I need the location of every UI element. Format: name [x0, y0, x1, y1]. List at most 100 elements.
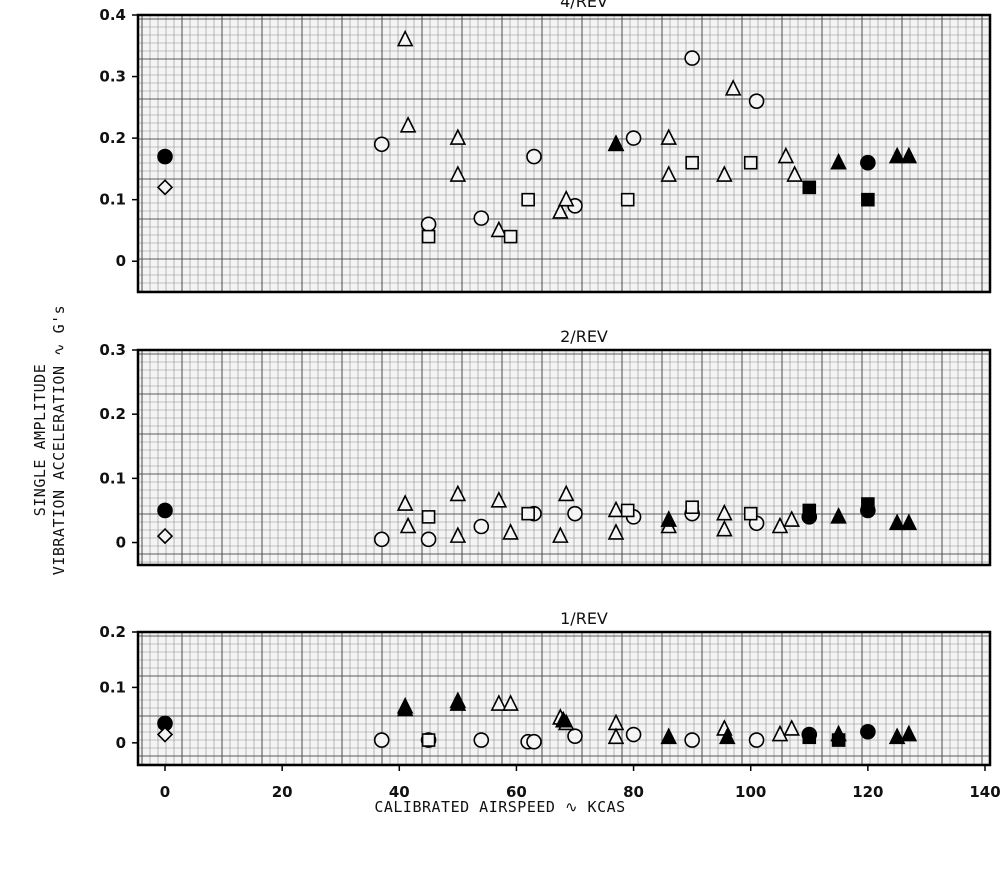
panel-title: 4/REV [560, 0, 608, 11]
data-point-triangle [449, 165, 467, 182]
data-point-triangle [900, 513, 918, 531]
data-point-triangle [554, 710, 572, 728]
data-point-square [421, 510, 436, 524]
x-axis-label: CALIBRATED AIRSPEED ∿ KCAS [374, 798, 626, 816]
data-point-triangle [660, 727, 678, 745]
data-point-circle [860, 154, 876, 171]
data-point-triangle [607, 500, 625, 518]
data-point-triangle [449, 526, 467, 543]
data-point-triangle [396, 494, 414, 511]
data-point-triangle [490, 491, 508, 508]
plot-frame [136, 13, 992, 294]
data-point-circle [526, 733, 542, 750]
x-tick-label: 20 [272, 783, 293, 801]
data-point-square [421, 733, 436, 747]
data-point-square [503, 229, 518, 244]
y-tick-label: 0.3 [99, 68, 126, 86]
data-point-square [831, 733, 846, 747]
x-tick-label: 0 [160, 783, 170, 801]
y-tick-label: 0.1 [99, 191, 126, 209]
data-point-triangle [771, 516, 789, 534]
y-tick-label: 0 [116, 534, 126, 552]
data-point-triangle [399, 516, 417, 534]
data-point-square [802, 730, 817, 745]
data-point-triangle [660, 165, 678, 182]
panel-title: 2/REV [560, 327, 608, 346]
y-tick-label: 0.2 [99, 405, 126, 423]
grid-major [138, 350, 990, 565]
data-point-triangle [716, 519, 733, 537]
y-tick-label: 0.3 [99, 341, 126, 359]
data-point-square [802, 503, 817, 518]
data-point-triangle [396, 29, 414, 47]
data-point-triangle [552, 526, 569, 543]
y-tick-label: 0.1 [99, 678, 126, 696]
data-point-circle [748, 93, 765, 109]
data-point-triangle [557, 189, 575, 207]
data-point-triangle [716, 165, 733, 182]
y-axis-label: SINGLE AMPLITUDE VIBRATION ACCELERATION … [31, 305, 69, 575]
data-point-diamond [156, 527, 174, 545]
data-point-circle [473, 518, 490, 535]
data-point-diamond [156, 726, 174, 743]
data-point-triangle [786, 165, 803, 182]
data-point-triangle [660, 510, 678, 527]
y-axis-label-line1: SINGLE AMPLITUDE [31, 363, 49, 517]
data-point-circle [567, 505, 583, 522]
data-point-square [620, 503, 635, 518]
grid-major [138, 15, 990, 292]
data-point-circle [373, 531, 390, 548]
y-tick-label: 0 [116, 734, 126, 752]
y-tick-label: 0.2 [99, 129, 126, 147]
data-point-triangle [718, 727, 736, 745]
x-tick-label: 80 [623, 783, 644, 801]
panel-1: 4/REV 0 0.1 0.2 0.3 0.4 [99, 0, 992, 294]
data-point-triangle [888, 146, 906, 164]
panel-3: 1/REV 0 0.1 0.2 0 20 40 60 80 100 120 140 [99, 609, 1000, 801]
y-tick-label: 0 [116, 252, 126, 270]
data-point-circle [473, 732, 490, 748]
data-point-triangle [396, 699, 414, 717]
data-point-circle [157, 148, 173, 165]
markers [156, 484, 918, 548]
data-point-circle [625, 130, 642, 146]
data-point-square [421, 229, 436, 244]
data-point-triangle [830, 152, 847, 170]
y-axis-label-line2: VIBRATION ACCELERATION ∿ G's [50, 304, 68, 576]
data-point-triangle [660, 128, 678, 145]
data-point-circle [567, 728, 583, 744]
data-point-triangle [490, 694, 508, 711]
x-tick-label: 40 [389, 783, 410, 801]
data-point-triangle [449, 128, 467, 145]
data-point-circle [684, 732, 700, 748]
data-point-triangle [552, 202, 569, 219]
data-point-triangle [777, 146, 795, 164]
x-tick-label: 120 [852, 783, 883, 801]
data-point-square [685, 500, 699, 515]
panel-title: 1/REV [560, 609, 608, 628]
data-point-circle [373, 732, 390, 748]
data-point-triangle [771, 724, 789, 742]
plot-area [138, 15, 990, 292]
plot-frame [136, 630, 992, 767]
data-point-square [861, 192, 875, 207]
panel-2: 2/REV 0 0.1 0.2 0.3 [99, 327, 992, 567]
data-point-square [802, 180, 817, 195]
data-point-triangle [783, 510, 801, 527]
data-point-triangle [888, 513, 906, 531]
data-point-circle [684, 50, 700, 66]
data-point-diamond [156, 179, 174, 196]
x-tick-label: 100 [735, 783, 766, 801]
data-point-triangle [900, 724, 918, 742]
data-point-triangle [830, 507, 847, 524]
data-point-square [620, 192, 635, 207]
data-point-triangle [449, 694, 467, 711]
data-point-triangle [888, 727, 906, 745]
y-tick-label: 0.4 [99, 6, 126, 24]
data-point-triangle [399, 116, 417, 133]
markers [156, 691, 918, 750]
data-point-square [743, 506, 758, 521]
data-point-triangle [490, 220, 508, 238]
data-point-circle [420, 216, 437, 233]
